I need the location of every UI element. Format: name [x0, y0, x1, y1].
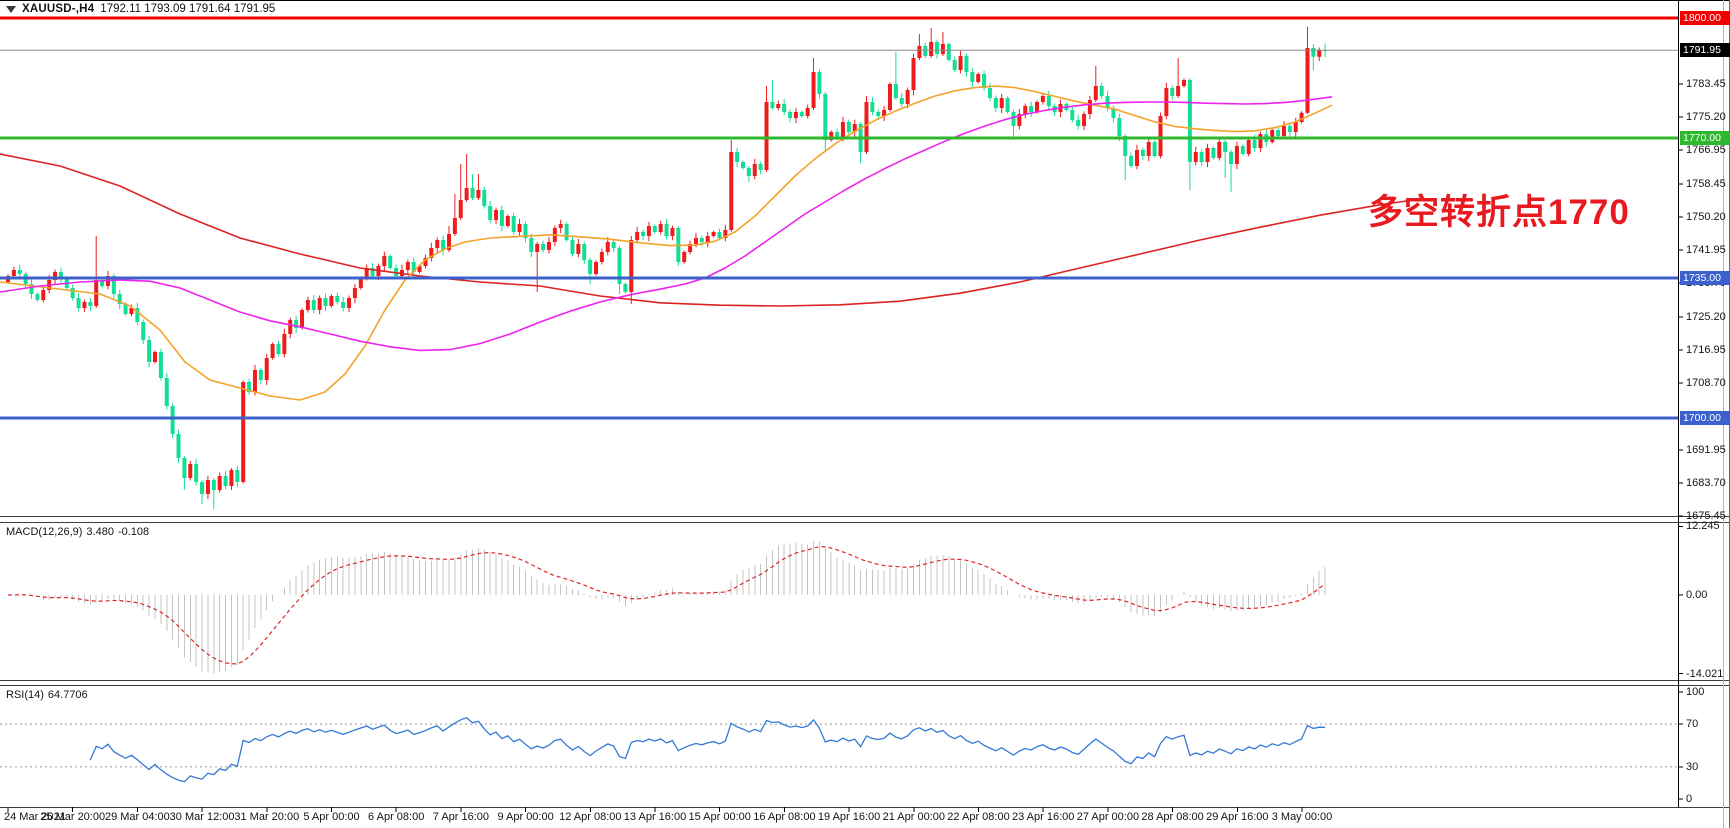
time-axis-label: 6 Apr 08:00	[368, 811, 425, 823]
ma-line	[0, 153, 1409, 307]
ma-line	[0, 96, 1333, 352]
price-tick-label: 1766.95	[1686, 144, 1726, 157]
price-tick-label: 1775.20	[1686, 111, 1726, 124]
macd-indicator-name: MACD(12,26,9)	[6, 526, 83, 538]
price-tick-label: 1675.45	[1686, 510, 1726, 523]
time-axis-label: 24 Mar 2021	[4, 811, 66, 823]
rsi-tick-label: 30	[1686, 760, 1699, 773]
annotation-text[interactable]: 多空转折点1770	[1368, 193, 1630, 232]
price-tick-label: 1725.20	[1686, 311, 1726, 324]
time-axis-label: 5 Apr 00:00	[303, 811, 360, 823]
time-axis-label: 13 Apr 16:00	[623, 811, 687, 823]
price-tick-label: 1750.20	[1686, 211, 1726, 224]
time-axis-label: 23 Apr 16:00	[1011, 811, 1075, 823]
rsi-tick-label: 0	[1686, 793, 1693, 805]
chart-ohlc-values: 1792.11 1793.09 1791.64 1791.95	[100, 3, 276, 15]
macd-signal-line	[7, 546, 1326, 665]
rsi-tick-label: 100	[1686, 686, 1705, 698]
macd-signal-value: -0.108	[117, 526, 150, 538]
time-axis-label: 16 Apr 08:00	[753, 811, 816, 823]
price-tick-label: 1708.70	[1686, 377, 1726, 390]
price-level-badge: 1770.00	[1680, 131, 1730, 145]
time-axis-label: 27 Apr 00:00	[1076, 811, 1140, 823]
ma-line	[0, 85, 1333, 401]
macd-main-value: 3.480	[86, 526, 114, 538]
time-axis-label: 19 Apr 16:00	[817, 811, 881, 823]
time-axis-label: 9 Apr 00:00	[497, 811, 554, 823]
price-level-badge: 1700.00	[1680, 411, 1730, 425]
time-axis-label: 28 Apr 08:00	[1141, 811, 1204, 823]
macd-tick-label: 12.245	[1686, 520, 1720, 533]
price-tick-label: 1716.95	[1686, 344, 1726, 357]
rsi-line	[89, 716, 1326, 783]
price-tick-label: 1683.70	[1686, 477, 1726, 490]
time-axis-label: 29 Apr 16:00	[1206, 811, 1269, 823]
current-price-badge: 1791.95	[1680, 43, 1730, 58]
time-axis-label: 22 Apr 08:00	[947, 811, 1010, 823]
time-axis-label: 21 Apr 00:00	[882, 811, 945, 823]
price-tick-label: 1741.95	[1686, 244, 1726, 257]
price-tick-label: 1783.45	[1686, 78, 1726, 91]
price-level-badge: 1800.00	[1680, 11, 1730, 25]
time-axis-label: 12 Apr 08:00	[559, 811, 622, 823]
time-axis-label: 31 Mar 20:00	[234, 811, 300, 823]
chart-title: XAUUSD-,H4 1792.11 1793.09 1791.64 1791.…	[6, 3, 275, 15]
time-axis-label: 7 Apr 16:00	[432, 811, 490, 823]
rsi-panel-label: RSI(14) 64.7706	[6, 689, 92, 701]
price-level-badge: 1735.00	[1680, 271, 1730, 285]
time-axis-label: 29 Mar 04:00	[104, 811, 170, 823]
rsi-value: 64.7706	[47, 689, 88, 701]
macd-panel-label: MACD(12,26,9) 3.480 -0.108	[6, 526, 153, 538]
price-tick-label: 1758.45	[1686, 178, 1726, 191]
rsi-tick-label: 70	[1686, 718, 1699, 731]
chart-dropdown-icon[interactable]	[6, 6, 16, 13]
macd-tick-label: 0.00	[1686, 589, 1708, 601]
rsi-indicator-name: RSI(14)	[6, 689, 44, 701]
macd-tick-label: -14.021	[1686, 667, 1724, 680]
chart-symbol-period: XAUUSD-,H4	[22, 3, 95, 15]
time-axis-label: 15 Apr 00:00	[688, 811, 751, 823]
time-axis-label: 3 May 00:00	[1271, 811, 1333, 823]
time-axis-label: 30 Mar 12:00	[169, 811, 235, 823]
price-tick-label: 1691.95	[1686, 444, 1726, 457]
time-axis-label: 25 Mar 20:00	[40, 811, 106, 823]
macd-histogram	[42, 540, 1326, 674]
